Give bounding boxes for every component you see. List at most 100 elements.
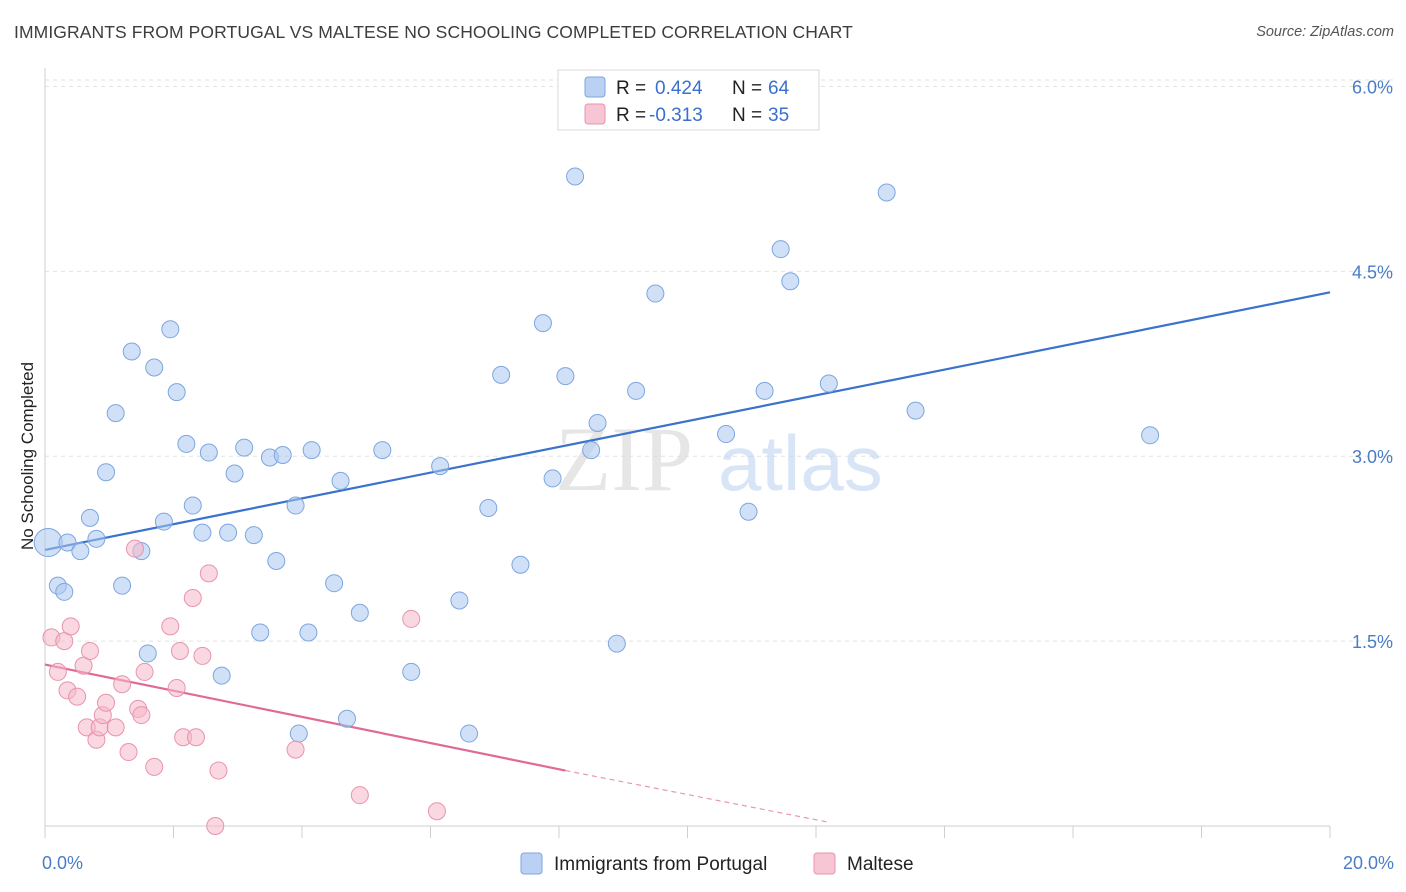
point-0-0 [33, 528, 63, 558]
bottom-legend-label-portugal: Immigrants from Portugal [554, 854, 767, 875]
point-0-24 [235, 438, 254, 457]
y-tick-label-2: 4.5% [1352, 262, 1393, 282]
point-1-31 [350, 786, 369, 805]
grid [45, 79, 1395, 642]
point-0-43 [479, 499, 498, 518]
point-1-16 [125, 539, 144, 558]
point-0-12 [138, 644, 157, 663]
y-axis-label: No Schooling Completed [18, 362, 37, 550]
point-0-60 [819, 374, 838, 393]
point-1-34 [206, 817, 225, 835]
point-0-5 [80, 508, 99, 527]
point-0-39 [402, 662, 421, 681]
point-0-47 [543, 469, 562, 488]
point-0-28 [267, 552, 286, 571]
chart-title: IMMIGRANTS FROM PORTUGAL VS MALTESE NO S… [14, 22, 853, 42]
point-0-9 [113, 576, 132, 595]
point-1-25 [183, 588, 202, 607]
legend-r-value-portugal: 0.424 [655, 78, 703, 99]
point-0-38 [373, 441, 392, 460]
point-1-26 [186, 728, 205, 747]
point-0-25 [244, 526, 263, 545]
point-0-8 [106, 404, 125, 423]
point-0-6 [87, 529, 106, 548]
legend-r-value-maltese: -0.313 [649, 105, 703, 126]
bottom-legend-label-maltese: Maltese [847, 854, 914, 875]
point-0-4 [71, 542, 90, 561]
legend-r-label-portugal: R = [616, 78, 646, 99]
legend-n-value-portugal: 64 [768, 78, 790, 99]
point-0-18 [183, 496, 202, 515]
x-tick-label-1: 20.0% [1343, 853, 1394, 873]
point-1-4 [61, 617, 80, 636]
source-label: Source: ZipAtlas.com [1256, 24, 1394, 40]
legend-swatch-maltese [584, 103, 606, 125]
bottom-legend-swatch-portugal [520, 852, 543, 875]
point-0-10 [122, 342, 141, 361]
point-1-30 [286, 740, 305, 759]
point-0-50 [582, 441, 601, 460]
point-1-8 [80, 641, 99, 660]
point-0-21 [212, 666, 231, 685]
point-1-20 [145, 757, 164, 776]
legend-n-label-maltese: N = [732, 105, 762, 126]
point-1-12 [97, 693, 116, 712]
trend-line-0 [44, 291, 1331, 551]
point-0-31 [289, 724, 308, 743]
data-points [33, 167, 1160, 835]
point-0-56 [739, 502, 758, 521]
point-0-44 [492, 365, 511, 384]
legend-box: R = 0.424 N = 64 R = -0.313 N = 35 [557, 69, 820, 131]
point-0-16 [167, 383, 186, 402]
point-0-45 [511, 555, 530, 574]
trend-line-1 [44, 663, 566, 772]
point-1-14 [113, 675, 132, 694]
point-1-21 [161, 617, 180, 636]
point-1-1 [48, 662, 67, 681]
point-0-49 [566, 167, 585, 186]
trend-line-ext-1 [565, 769, 829, 823]
point-0-35 [331, 471, 350, 490]
point-0-30 [286, 496, 305, 515]
point-0-15 [161, 320, 180, 339]
point-1-15 [119, 743, 138, 762]
point-1-33 [427, 802, 446, 821]
point-0-3 [58, 533, 77, 552]
point-0-13 [145, 358, 164, 377]
point-1-5 [68, 687, 87, 706]
point-0-58 [771, 240, 790, 259]
point-0-59 [781, 272, 800, 291]
point-0-33 [302, 441, 321, 460]
point-0-46 [533, 314, 552, 333]
point-0-48 [556, 367, 575, 386]
point-0-40 [431, 457, 450, 476]
legend-n-value-maltese: 35 [768, 105, 789, 126]
point-0-22 [219, 523, 238, 542]
point-0-2 [55, 582, 74, 601]
point-0-62 [906, 401, 925, 420]
point-0-32 [299, 623, 318, 642]
point-1-22 [167, 678, 186, 697]
point-1-27 [193, 646, 212, 665]
point-1-19 [135, 662, 154, 681]
point-0-54 [646, 284, 665, 303]
point-0-41 [450, 591, 469, 610]
point-1-23 [170, 641, 189, 660]
point-1-13 [106, 718, 125, 737]
point-0-57 [755, 381, 774, 400]
point-0-29 [273, 446, 292, 465]
y-tick-label-3: 6.0% [1352, 77, 1393, 97]
legend-swatch-portugal [584, 76, 606, 98]
legend-n-label-portugal: N = [732, 78, 762, 99]
point-0-37 [350, 603, 369, 622]
point-1-18 [132, 706, 151, 725]
point-1-28 [199, 564, 218, 583]
point-1-32 [402, 609, 421, 628]
point-0-26 [251, 623, 270, 642]
point-0-14 [154, 512, 173, 531]
point-0-20 [199, 443, 218, 462]
point-0-53 [627, 381, 646, 400]
y-tick-label-1: 3.0% [1352, 447, 1393, 467]
point-0-7 [97, 463, 116, 482]
